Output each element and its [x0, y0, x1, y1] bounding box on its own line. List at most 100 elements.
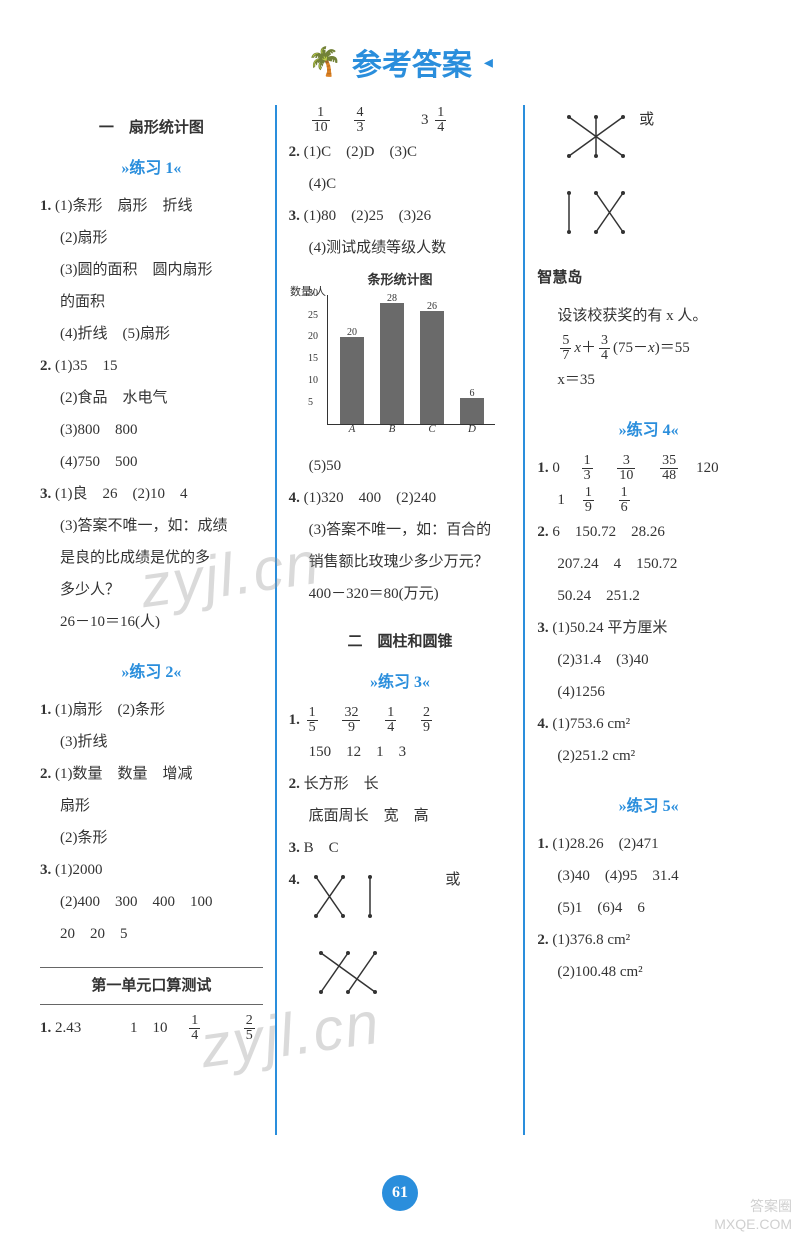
answer-line: (4)C [289, 169, 512, 199]
answer-line [537, 181, 760, 255]
answer-line: 1. 0 13 310 3548 120 [537, 453, 760, 483]
y-tick: 15 [308, 349, 318, 369]
fraction: 13 [582, 454, 593, 483]
page-title: 参考答案 [352, 40, 472, 84]
answer-line: (2)扇形 [40, 223, 263, 253]
x-tick: C [420, 418, 444, 440]
answer-line: 207.24 4 150.72 [537, 549, 760, 579]
answer-line: 4. (1)753.6 cm² [537, 709, 760, 739]
answer-line: 销售额比玫瑰少多少万元？ [289, 547, 512, 577]
wisdom-island-title: 智慧岛 [537, 263, 760, 293]
answer-line: 1. (1)条形 扇形 折线 [40, 191, 263, 221]
fraction: 15 [307, 706, 318, 735]
answer-line: 2. (1)C (2)D (3)C [289, 137, 512, 167]
fraction: 110 [312, 106, 330, 135]
answer-line: 4. 或 [289, 865, 512, 939]
answer-line: 57x＋34(75－x)＝55 [537, 333, 760, 363]
test-1-title: 第一单元口算测试 [40, 967, 263, 1005]
column-separator [275, 105, 277, 1135]
content-columns: 一 扇形统计图 »练习 1« 1. (1)条形 扇形 折线 (2)扇形 (3)圆… [30, 105, 770, 1135]
y-tick: 30 [308, 284, 318, 304]
answer-line: 2. (1)数量 数量 增减 [40, 759, 263, 789]
answer-line: 50.24 251.2 [537, 581, 760, 611]
answer-line: (4)1256 [537, 677, 760, 707]
section-1-title: 一 扇形统计图 [40, 113, 263, 143]
y-tick: 5 [308, 393, 313, 413]
triangle-icon: ◂ [484, 52, 493, 73]
matching-diagram [561, 185, 631, 251]
answer-line: 1 19 16 [537, 485, 760, 515]
answer-line: (5)50 [289, 451, 512, 481]
bar-c: 26 [420, 311, 444, 424]
answer-line: 底面周长 宽 高 [289, 801, 512, 831]
answer-line: (2)条形 [40, 823, 263, 853]
answer-line: 的面积 [40, 287, 263, 317]
answer-line: 2. (1)35 15 [40, 351, 263, 381]
y-tick: 20 [308, 327, 318, 347]
fraction: 29 [421, 706, 432, 735]
answer-line: (3)40 (4)95 31.4 [537, 861, 760, 891]
answer-line: (4)折线 (5)扇形 [40, 319, 263, 349]
fraction: 19 [583, 486, 594, 515]
fraction: 310 [617, 454, 635, 483]
answer-line: (3)答案不唯一，如：百合的 [289, 515, 512, 545]
practice-4-title: »练习 4« [537, 415, 760, 447]
answer-line: (5)1 (6)4 6 [537, 893, 760, 923]
matching-diagram [561, 109, 631, 175]
practice-2-title: »练习 2« [40, 657, 263, 689]
matching-diagram [308, 869, 378, 935]
fraction: 43 [354, 106, 365, 135]
answer-line: (2)251.2 cm² [537, 741, 760, 771]
answer-line: (3)圆的面积 圆内扇形 [40, 255, 263, 285]
answer-line: 3. (1)2000 [40, 855, 263, 885]
answer-line: (2)400 300 400 100 [40, 887, 263, 917]
fraction: 57 [560, 334, 571, 363]
answer-line: (2)100.48 cm² [537, 957, 760, 987]
fraction: 14 [189, 1014, 200, 1043]
bar-chart: 条形统计图 数量/人 5 10 15 20 25 30 20 A 28 B 26… [305, 271, 495, 425]
answer-line: 或 [537, 105, 760, 179]
answer-line: (4)测试成绩等级人数 [289, 233, 512, 263]
fraction: 34 [599, 334, 610, 363]
page-number: 61 [382, 1175, 418, 1211]
section-2-title: 二 圆柱和圆锥 [289, 627, 512, 657]
x-tick: A [340, 418, 364, 440]
answer-line: 扇形 [40, 791, 263, 821]
x-tick: D [460, 418, 484, 440]
practice-3-title: »练习 3« [289, 667, 512, 699]
answer-line: 设该校获奖的有 x 人。 [537, 301, 760, 331]
page-container: 🌴 参考答案 ◂ 一 扇形统计图 »练习 1« 1. (1)条形 扇形 折线 (… [0, 0, 800, 1241]
answer-line: (2)31.4 (3)40 [537, 645, 760, 675]
answer-line: 3. (1)80 (2)25 (3)26 [289, 201, 512, 231]
y-tick: 10 [308, 371, 318, 391]
answer-line: 20 20 5 [40, 919, 263, 949]
column-2: 110 43 3 14 2. (1)C (2)D (3)C (4)C 3. (1… [279, 105, 522, 1135]
fraction: 329 [342, 706, 360, 735]
fraction: 25 [244, 1014, 255, 1043]
answer-line: (3)答案不唯一，如：成绩 [40, 511, 263, 541]
answer-line: 1. (1)28.26 (2)471 [537, 829, 760, 859]
practice-1-title: »练习 1« [40, 153, 263, 185]
answer-line: (2)食品 水电气 [40, 383, 263, 413]
answer-line: 110 43 3 14 [289, 105, 512, 135]
x-tick: B [380, 418, 404, 440]
fraction: 14 [385, 706, 396, 735]
answer-line: (4)750 500 [40, 447, 263, 477]
corner-watermark: 答案圈 MXQE.COM [714, 1197, 792, 1233]
answer-line: 150 12 1 3 [289, 737, 512, 767]
y-tick: 25 [308, 306, 318, 326]
bar-a: 20 [340, 337, 364, 424]
answer-line: 3. (1)50.24 平方厘米 [537, 613, 760, 643]
answer-line: 400－320＝80(万元) [289, 579, 512, 609]
column-3: 或 智慧岛 设该校获奖的有 x 人。 57x＋34(75－x)＝55 x＝35 … [527, 105, 770, 1135]
answer-line: 26－10＝16(人) [40, 607, 263, 637]
chart-area: 数量/人 5 10 15 20 25 30 20 A 28 B 26 C 6 D [327, 295, 495, 425]
practice-5-title: »练习 5« [537, 791, 760, 823]
answer-line: 3. (1)良 26 (2)10 4 [40, 479, 263, 509]
fraction: 16 [619, 486, 630, 515]
chart-title: 条形统计图 [305, 271, 495, 289]
answer-line: 1. 2.43 1 10 14 25 [40, 1013, 263, 1043]
answer-line: 2. 6 150.72 28.26 [537, 517, 760, 547]
palm-tree-icon: 🌴 [307, 45, 342, 79]
answer-line: 是良的比成绩是优的多 [40, 543, 263, 573]
